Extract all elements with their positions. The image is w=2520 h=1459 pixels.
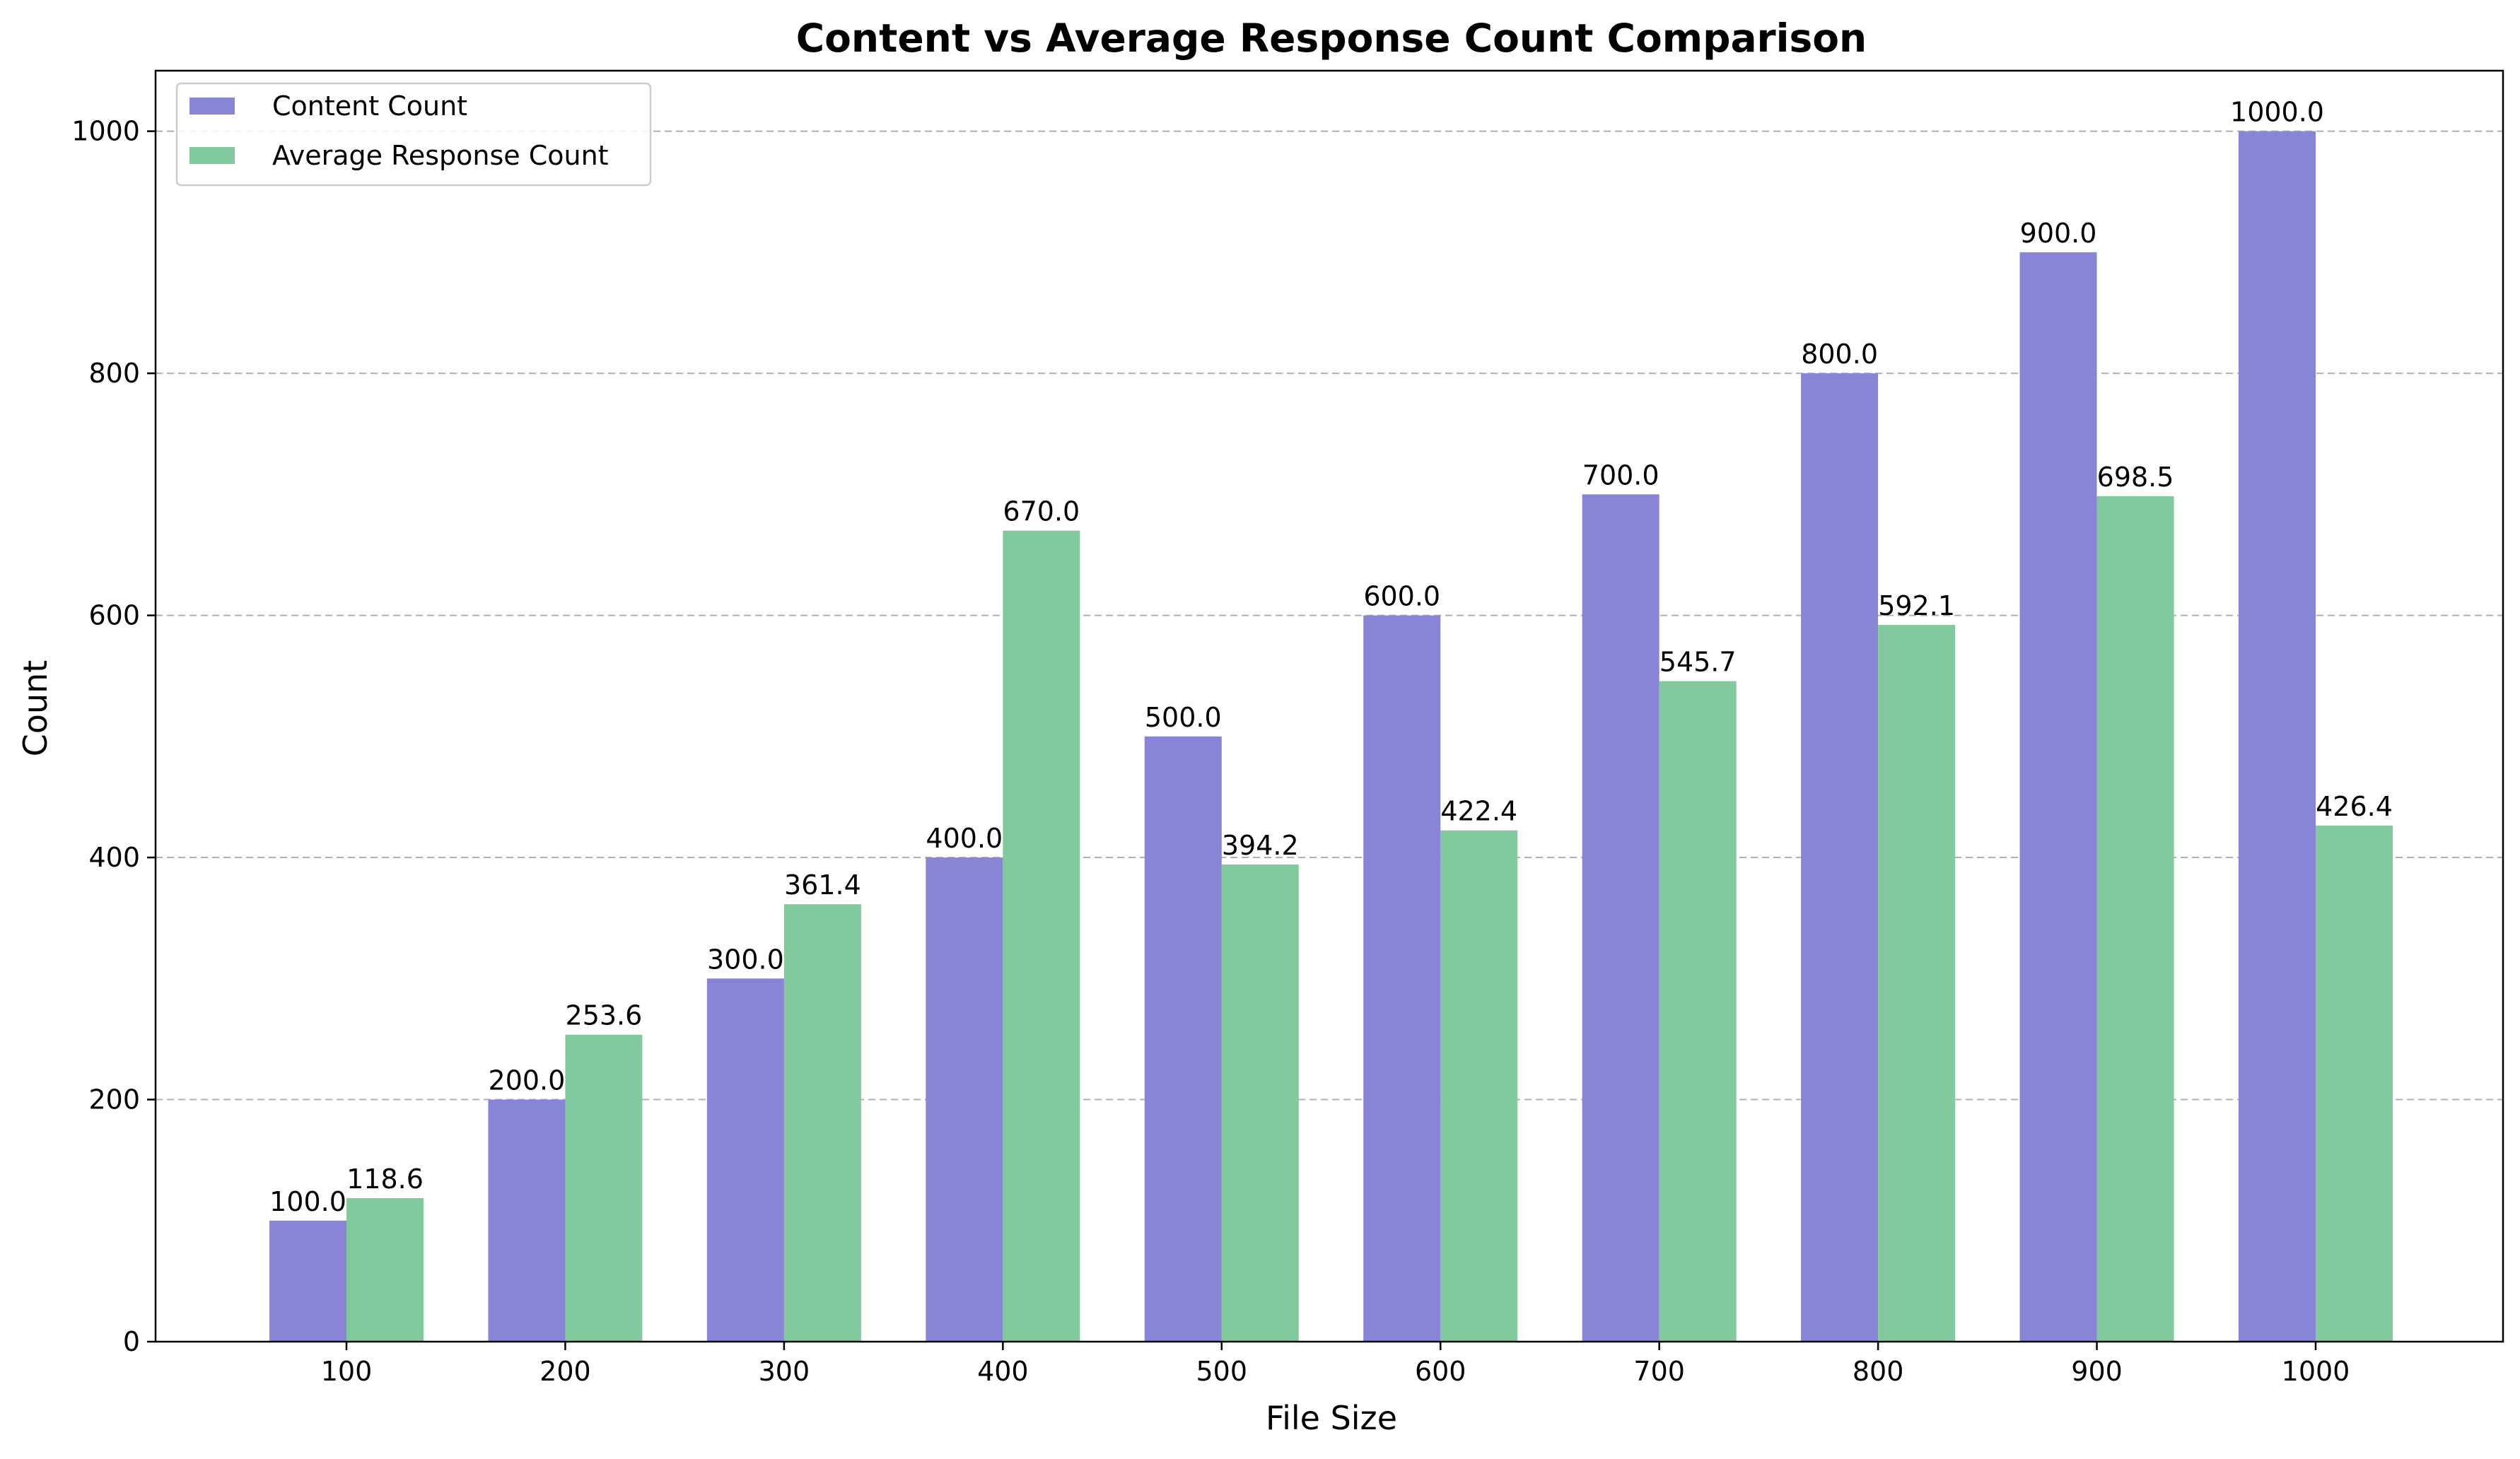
x-tick-label: 400 bbox=[977, 1356, 1029, 1387]
data-label-content-count: 100.0 bbox=[269, 1186, 346, 1217]
axis-ticks: 0 200 400 600 800 1000 100 200 300 400 500 600 700 80… bbox=[71, 116, 2350, 1387]
data-label-average-response-count: 670.0 bbox=[1003, 496, 1080, 527]
data-label-average-response-count: 545.7 bbox=[1659, 647, 1737, 678]
y-axis-label: Count bbox=[16, 660, 54, 757]
bar-average-response-count bbox=[565, 1034, 643, 1342]
legend-box bbox=[175, 82, 652, 187]
data-label-content-count: 300.0 bbox=[707, 944, 784, 975]
data-labels: 100.0 200.0 300.0 400.0 500.0 600.0 700.0 800.0… bbox=[269, 97, 2393, 1217]
x-tick-label: 800 bbox=[1853, 1356, 1904, 1387]
bar-content-count bbox=[1801, 373, 1879, 1342]
legend: Content Count Average Response Count bbox=[175, 82, 652, 187]
data-label-content-count: 500.0 bbox=[1145, 702, 1222, 733]
data-label-average-response-count: 698.5 bbox=[2097, 462, 2174, 493]
data-label-content-count: 1000.0 bbox=[2230, 97, 2324, 128]
x-tick-label: 200 bbox=[539, 1356, 591, 1387]
bar-average-response-count bbox=[1221, 864, 1299, 1342]
bar-average-response-count bbox=[1440, 830, 1518, 1342]
legend-label-content-count: Content Count bbox=[272, 90, 467, 122]
bar-content-count bbox=[706, 978, 784, 1342]
data-label-average-response-count: 361.4 bbox=[784, 869, 861, 901]
y-tick-label: 600 bbox=[88, 600, 140, 631]
x-tick-label: 600 bbox=[1415, 1356, 1466, 1387]
bar-average-response-count bbox=[346, 1197, 424, 1342]
y-tick-label: 0 bbox=[123, 1326, 140, 1357]
bar-average-response-count bbox=[1878, 625, 1956, 1342]
bar-content-count bbox=[2019, 252, 2097, 1342]
data-label-average-response-count: 253.6 bbox=[566, 1000, 643, 1031]
bar-content-count bbox=[269, 1220, 346, 1342]
y-tick-label: 400 bbox=[88, 842, 140, 873]
legend-swatch-content-count bbox=[189, 98, 235, 115]
x-tick-label: 700 bbox=[1633, 1356, 1685, 1387]
x-tick-label: 900 bbox=[2071, 1356, 2123, 1387]
data-label-content-count: 400.0 bbox=[926, 823, 1003, 854]
x-tick-label: 500 bbox=[1196, 1356, 1248, 1387]
data-label-content-count: 900.0 bbox=[2020, 218, 2097, 249]
data-label-content-count: 800.0 bbox=[1801, 339, 1878, 370]
bar-content-count bbox=[1363, 615, 1441, 1342]
data-label-average-response-count: 426.4 bbox=[2316, 791, 2393, 822]
x-tick-label: 100 bbox=[321, 1356, 373, 1387]
bar-content-count bbox=[1582, 494, 1659, 1342]
bar-average-response-count bbox=[2096, 496, 2174, 1342]
bar-average-response-count bbox=[2316, 825, 2393, 1342]
plot-frame bbox=[154, 69, 2504, 1343]
x-axis-label: File Size bbox=[1266, 1399, 1397, 1437]
legend-label-average-response-count: Average Response Count bbox=[272, 140, 609, 171]
bar-content-count bbox=[1144, 736, 1222, 1342]
y-tick-label: 1000 bbox=[71, 116, 140, 147]
bars bbox=[269, 131, 2393, 1342]
data-label-content-count: 200.0 bbox=[489, 1065, 566, 1096]
x-tick-label: 1000 bbox=[2282, 1356, 2350, 1387]
y-tick-label: 800 bbox=[88, 358, 140, 389]
chart-title: Content vs Average Response Count Compar… bbox=[796, 16, 1867, 61]
data-label-content-count: 700.0 bbox=[1582, 459, 1659, 491]
data-label-average-response-count: 394.2 bbox=[1222, 830, 1299, 861]
bar-average-response-count bbox=[1003, 530, 1080, 1342]
legend-swatch-average-response-count bbox=[189, 147, 235, 164]
bar-content-count bbox=[926, 857, 1003, 1342]
bar-average-response-count bbox=[783, 904, 861, 1342]
bar-content-count bbox=[488, 1099, 566, 1342]
data-label-average-response-count: 592.1 bbox=[1878, 590, 1955, 621]
x-tick-label: 300 bbox=[759, 1356, 810, 1387]
bar-average-response-count bbox=[1659, 681, 1737, 1342]
data-label-average-response-count: 422.4 bbox=[1440, 796, 1517, 827]
y-tick-label: 200 bbox=[88, 1084, 140, 1115]
data-label-average-response-count: 118.6 bbox=[346, 1164, 424, 1195]
bar-content-count bbox=[2239, 131, 2316, 1342]
data-label-content-count: 600.0 bbox=[1363, 581, 1440, 612]
